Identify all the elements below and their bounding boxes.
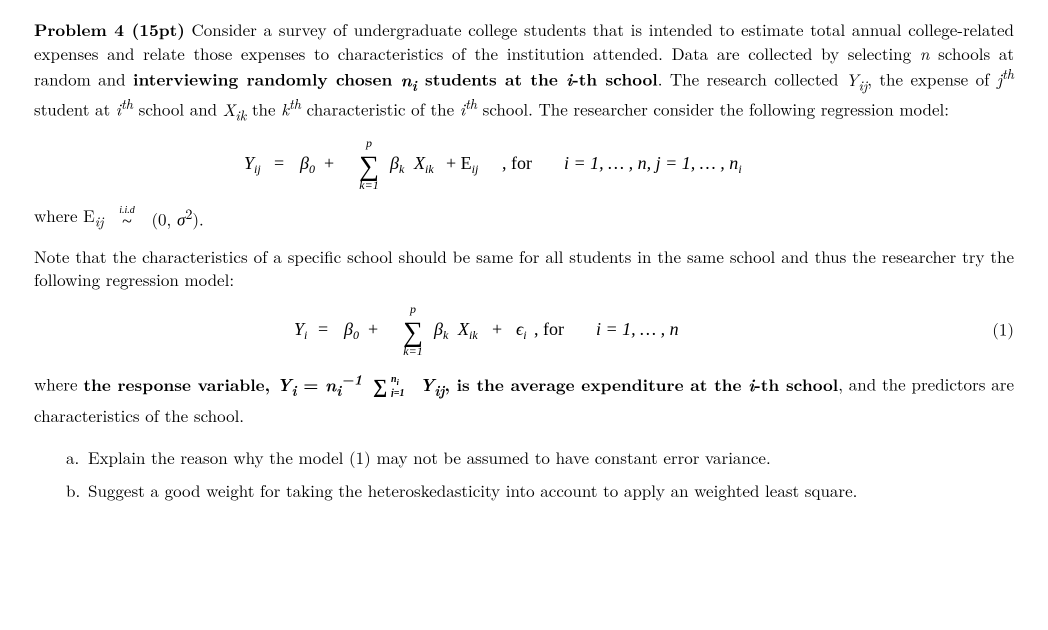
var-n: n [920, 41, 930, 65]
eq1-Eij: + Eij [446, 153, 479, 176]
marker-a: a. [66, 446, 88, 469]
iid-symbol: i.i.d ~ [109, 203, 145, 233]
equation-number: (1) [992, 318, 1014, 341]
txt: X [223, 97, 236, 121]
sum-bot: j=1 [389, 388, 404, 397]
item-b: b. Suggest a good weight for taking the … [66, 479, 1014, 502]
question-list: a. Explain the reason why the model (1) … [34, 446, 1014, 502]
txt: -th school [572, 68, 658, 92]
txt: Y [420, 373, 435, 397]
txt: interviewing randomly chosen [133, 68, 401, 92]
txt: . The research collected [658, 67, 846, 91]
equation-1-svg: Yij = β0 + p ∑ k=1 βk Xik + Eij , for i … [244, 135, 804, 191]
var-Xik: Xik [223, 97, 247, 121]
txt: = [297, 373, 326, 397]
eq1-tail-label: , for [502, 153, 532, 173]
var-Yij: Yij [420, 373, 445, 397]
item-b-body: Suggest a good weight for taking the het… [88, 479, 1014, 502]
eq2-plus1: + [368, 319, 378, 339]
txt: ). [192, 207, 203, 231]
txt: n [401, 68, 412, 92]
eq1-Xik: Xik [413, 153, 434, 176]
tilde: ~ [123, 211, 133, 231]
eq1-eq: = [274, 153, 284, 173]
equation-2-body: Yi = β0 + p ∑ k=1 βk Xik + ϵi , for i = … [34, 301, 1014, 357]
txt: school. The researcher consider the foll… [477, 97, 949, 121]
response-line: where the response variable, Yi = ni−1 ∑… [34, 369, 1014, 428]
txt: , is the average expenditure at the [444, 373, 748, 397]
var-k: k [281, 97, 289, 121]
eq2-eq: = [318, 319, 328, 339]
sup-th: th [289, 94, 301, 114]
sub: ij [859, 75, 868, 95]
where-line-1: where Eij i.i.d ~ (0, σ2). [34, 203, 1014, 233]
eq1-betak: βk [389, 153, 405, 176]
var-ni: ni [401, 68, 417, 92]
var-Yij: Yij [846, 67, 867, 91]
var-ni-inv: ni−1 [325, 373, 362, 397]
txt: Y [277, 373, 292, 397]
txt: where E [34, 203, 95, 227]
where-text: where Eij [34, 204, 103, 232]
sum-top: ni [391, 374, 400, 387]
eq1-sum-top: p [365, 136, 372, 150]
eq1-sum-bot: k=1 [359, 178, 378, 191]
problem-title: Problem 4 (15pt) [34, 18, 185, 42]
page: Problem 4 (15pt) Consider a survey of un… [0, 0, 1048, 530]
sub: ij [434, 380, 444, 400]
equation-1-body: Yij = β0 + p ∑ k=1 βk Xik + Eij , for i … [34, 135, 1014, 191]
problem-statement: Problem 4 (15pt) Consider a survey of un… [34, 18, 1014, 125]
txt: (0, [151, 207, 177, 231]
eq2-plus2: + [492, 319, 502, 339]
eq2-sum-top: p [409, 302, 416, 316]
eq2-tail-label: , for [534, 319, 564, 339]
equation-2: Yi = β0 + p ∑ k=1 βk Xik + ϵi , for i = … [34, 301, 1014, 357]
txt: -th school [754, 373, 838, 397]
inline-sum: ∑ ni j=1 [369, 373, 413, 397]
eq2-sum-bot: k=1 [403, 344, 422, 357]
txt: n [325, 373, 336, 397]
eq1-tail-range: i = 1, … , n, j = 1, … , ni [564, 153, 742, 176]
txt: student at [34, 97, 116, 121]
item-a: a. Explain the reason why the model (1) … [66, 446, 1014, 469]
txt: school and [133, 97, 223, 121]
eq2-lhs: Yi [294, 319, 307, 342]
sup-th: th [121, 94, 133, 114]
txt: students at the [417, 68, 566, 92]
txt: the [246, 97, 281, 121]
eq2-tail-range: i = 1, … , n [596, 319, 679, 339]
dist: (0, σ2). [151, 205, 203, 231]
sub: ij [95, 212, 104, 232]
sub: ik [235, 105, 246, 125]
eq1-beta0: β0 [299, 153, 315, 176]
equation-1: Yij = β0 + p ∑ k=1 βk Xik + Eij , for i … [34, 135, 1014, 191]
note-paragraph: Note that the characteristics of a speci… [34, 245, 1014, 291]
sup: −1 [341, 369, 362, 389]
eq1-plus1: + [324, 153, 334, 173]
sigma-symbol: ∑ [373, 376, 387, 397]
txt: , the expense of [867, 67, 997, 91]
eq2-betak: βk [433, 319, 449, 342]
eq2-Xik: Xik [457, 319, 478, 342]
txt: characteristic of the [301, 97, 460, 121]
equation-2-svg: Yi = β0 + p ∑ k=1 βk Xik + ϵi , for i = … [294, 301, 754, 357]
eq2-eps: ϵi [516, 319, 527, 342]
marker-b: b. [66, 479, 88, 502]
item-a-body: Explain the reason why the model (1) may… [88, 446, 1014, 469]
txt: the response variable, [83, 373, 276, 397]
var-Yi: Yi [277, 373, 297, 397]
bold-phrase-1: interviewing randomly chosen ni students… [133, 68, 658, 92]
txt: Y [846, 67, 859, 91]
sup-th: th [465, 94, 477, 114]
eq2-beta0: β0 [343, 319, 359, 342]
eq1-lhs: Yij [244, 153, 261, 176]
txt: where [34, 372, 83, 396]
sup-th: th [1002, 64, 1014, 84]
bold-phrase-2: the response variable, Yi = ni−1 ∑ ni j=… [83, 373, 838, 397]
